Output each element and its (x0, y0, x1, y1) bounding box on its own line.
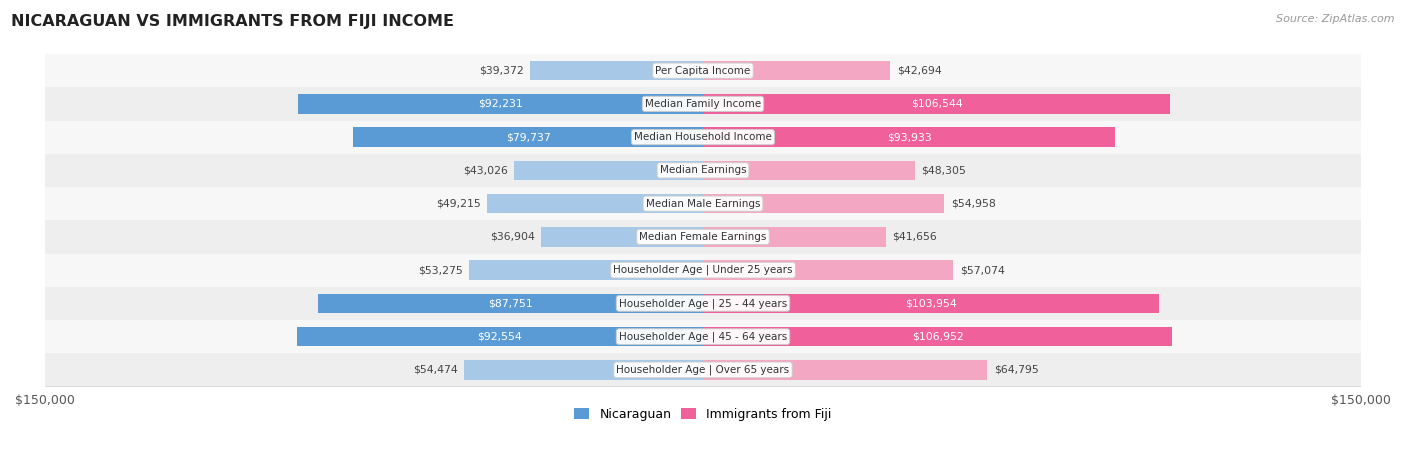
Bar (703, 94, 1170, 113)
Text: Householder Age | 25 - 44 years: Householder Age | 25 - 44 years (619, 298, 787, 309)
Text: $106,544: $106,544 (911, 99, 963, 109)
Text: $92,231: $92,231 (478, 99, 523, 109)
Bar (297, 327, 703, 346)
Text: Median Male Earnings: Median Male Earnings (645, 198, 761, 209)
Bar (486, 194, 703, 213)
Text: $43,026: $43,026 (463, 165, 508, 176)
Bar (703, 127, 1115, 147)
Bar (45, 87, 1361, 120)
Bar (45, 120, 1361, 154)
Bar (353, 127, 703, 147)
Bar (541, 227, 703, 247)
Bar (45, 287, 1361, 320)
Bar (45, 187, 1361, 220)
Text: Per Capita Income: Per Capita Income (655, 66, 751, 76)
Text: Median Family Income: Median Family Income (645, 99, 761, 109)
Text: $79,737: $79,737 (506, 132, 551, 142)
Bar (703, 194, 943, 213)
Text: $103,954: $103,954 (905, 298, 957, 308)
Text: $54,958: $54,958 (950, 198, 995, 209)
Bar (703, 294, 1159, 313)
Bar (318, 294, 703, 313)
Text: $64,795: $64,795 (994, 365, 1039, 375)
Bar (530, 61, 703, 80)
Bar (703, 161, 915, 180)
Bar (515, 161, 703, 180)
Text: Householder Age | Under 25 years: Householder Age | Under 25 years (613, 265, 793, 276)
Legend: Nicaraguan, Immigrants from Fiji: Nicaraguan, Immigrants from Fiji (569, 403, 837, 425)
Text: $36,904: $36,904 (489, 232, 534, 242)
Bar (298, 94, 703, 113)
Text: Median Earnings: Median Earnings (659, 165, 747, 176)
Text: Median Household Income: Median Household Income (634, 132, 772, 142)
Text: $41,656: $41,656 (893, 232, 936, 242)
Text: Source: ZipAtlas.com: Source: ZipAtlas.com (1277, 14, 1395, 24)
Bar (703, 327, 1173, 346)
Text: $49,215: $49,215 (436, 198, 481, 209)
Bar (703, 61, 890, 80)
Bar (703, 360, 987, 380)
Bar (45, 353, 1361, 387)
Text: $87,751: $87,751 (488, 298, 533, 308)
Bar (45, 320, 1361, 353)
Text: $53,275: $53,275 (418, 265, 463, 275)
Text: $54,474: $54,474 (413, 365, 457, 375)
Text: NICARAGUAN VS IMMIGRANTS FROM FIJI INCOME: NICARAGUAN VS IMMIGRANTS FROM FIJI INCOM… (11, 14, 454, 29)
Text: $48,305: $48,305 (921, 165, 966, 176)
Bar (45, 154, 1361, 187)
Text: $57,074: $57,074 (960, 265, 1005, 275)
Text: $106,952: $106,952 (911, 332, 963, 342)
Bar (45, 220, 1361, 254)
Bar (45, 54, 1361, 87)
Bar (703, 227, 886, 247)
Bar (470, 261, 703, 280)
Text: $42,694: $42,694 (897, 66, 942, 76)
Bar (703, 261, 953, 280)
Text: Householder Age | Over 65 years: Householder Age | Over 65 years (616, 365, 790, 375)
Text: $39,372: $39,372 (479, 66, 523, 76)
Text: Householder Age | 45 - 64 years: Householder Age | 45 - 64 years (619, 332, 787, 342)
Text: $92,554: $92,554 (478, 332, 523, 342)
Text: Median Female Earnings: Median Female Earnings (640, 232, 766, 242)
Text: $93,933: $93,933 (887, 132, 931, 142)
Bar (45, 254, 1361, 287)
Bar (464, 360, 703, 380)
